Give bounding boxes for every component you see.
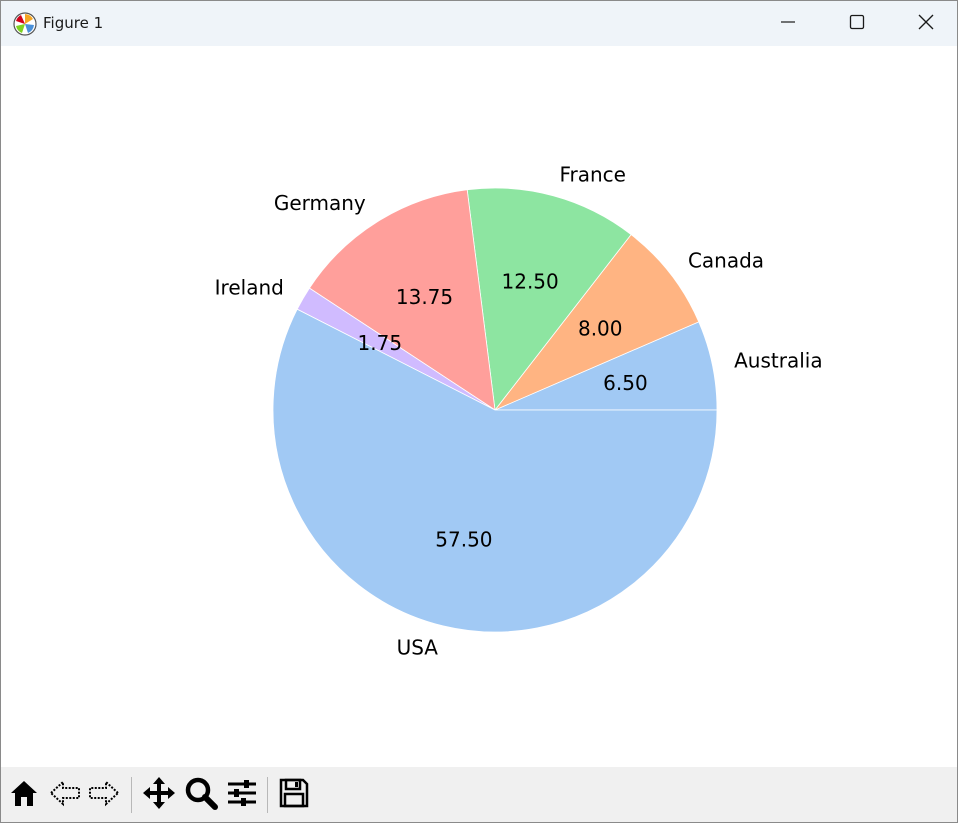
save-floppy-icon bbox=[278, 777, 310, 813]
matplotlib-logo-icon bbox=[13, 12, 37, 36]
close-icon bbox=[917, 13, 935, 35]
slice-value-france: 12.50 bbox=[502, 270, 559, 294]
pie-slice-canada bbox=[494, 234, 700, 411]
back-button[interactable] bbox=[46, 775, 84, 815]
minimize-button[interactable] bbox=[753, 1, 823, 46]
pan-move-icon bbox=[142, 776, 176, 814]
home-icon bbox=[8, 777, 40, 813]
pan-button[interactable] bbox=[140, 775, 178, 815]
configure-subplots-icon bbox=[226, 777, 258, 813]
slice-value-germany: 13.75 bbox=[396, 285, 453, 309]
forward-arrow-icon bbox=[88, 777, 120, 813]
slice-label-ireland: Ireland bbox=[215, 275, 284, 299]
toolbar-separator bbox=[267, 777, 268, 813]
figure-canvas[interactable]: Australia 6.50 Canada 8.00 France 12.50 German… bbox=[1, 46, 957, 767]
zoom-button[interactable] bbox=[182, 775, 220, 815]
zoom-magnifier-icon bbox=[184, 776, 218, 814]
save-button[interactable] bbox=[275, 775, 313, 815]
slice-label-germany: Germany bbox=[274, 191, 366, 215]
slice-label-usa: USA bbox=[397, 635, 439, 659]
pie-slice-france bbox=[466, 187, 632, 412]
configure-subplots-button[interactable] bbox=[223, 775, 261, 815]
maximize-button[interactable] bbox=[822, 1, 892, 46]
slice-value-canada: 8.00 bbox=[578, 316, 623, 340]
back-arrow-icon bbox=[49, 777, 81, 813]
pie-chart: Australia 6.50 Canada 8.00 France 12.50 German… bbox=[215, 162, 823, 659]
maximize-icon bbox=[849, 14, 865, 34]
navigation-toolbar bbox=[1, 767, 957, 822]
slice-value-australia: 6.50 bbox=[603, 371, 648, 395]
title-bar[interactable]: Figure 1 bbox=[1, 1, 957, 46]
pie-slice-germany bbox=[308, 189, 496, 411]
forward-button[interactable] bbox=[85, 775, 123, 815]
home-button[interactable] bbox=[5, 775, 43, 815]
minimize-icon bbox=[780, 14, 796, 34]
slice-value-ireland: 1.75 bbox=[358, 331, 403, 355]
toolbar-separator bbox=[131, 777, 132, 813]
close-button[interactable] bbox=[891, 1, 958, 46]
slice-value-usa: 57.50 bbox=[435, 528, 492, 552]
slice-label-france: France bbox=[559, 162, 626, 186]
slice-label-canada: Canada bbox=[688, 248, 764, 272]
pie-slice-usa bbox=[272, 308, 718, 633]
window-title: Figure 1 bbox=[43, 14, 104, 32]
slice-label-australia: Australia bbox=[734, 348, 822, 372]
